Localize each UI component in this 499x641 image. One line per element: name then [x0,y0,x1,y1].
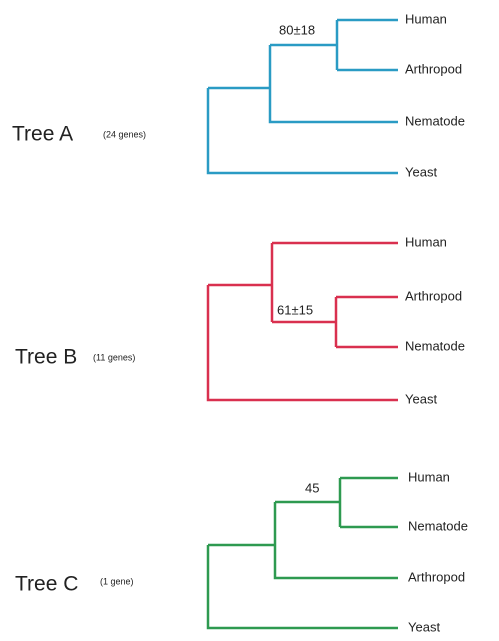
leaf-label: Yeast [405,391,437,406]
tree-b: 61±15 Tree B (11 genes) Human Arthropod … [15,234,465,406]
support-label: 80±18 [279,22,315,37]
tree-title: Tree B [15,346,77,369]
gene-count: (1 gene) [100,576,134,586]
leaf-label: Human [405,11,447,26]
leaf-label: Yeast [408,619,440,634]
leaf-label: Nematode [405,338,465,353]
branches [206,476,398,630]
tree-title: Tree A [12,123,73,146]
gene-count: (11 genes) [93,352,135,362]
leaf-label: Arthropod [405,61,462,76]
tree-c: 45 Tree C (1 gene) Human Nematode Arthro… [15,469,468,634]
leaf-label: Human [405,234,447,249]
leaf-label: Arthropod [408,569,465,584]
support-label: 45 [305,480,319,495]
gene-count: (24 genes) [103,129,146,139]
branches [206,241,398,402]
leaf-label: Yeast [405,164,437,179]
support-label: 61±15 [277,302,313,317]
tree-title: Tree C [15,573,78,596]
leaf-label: Human [408,469,450,484]
tree-a: 80±18 Tree A (24 genes) Human Arthropod … [12,11,465,179]
branches [206,18,398,175]
leaf-label: Nematode [405,113,465,128]
leaf-label: Nematode [408,518,468,533]
leaf-label: Arthropod [405,288,462,303]
